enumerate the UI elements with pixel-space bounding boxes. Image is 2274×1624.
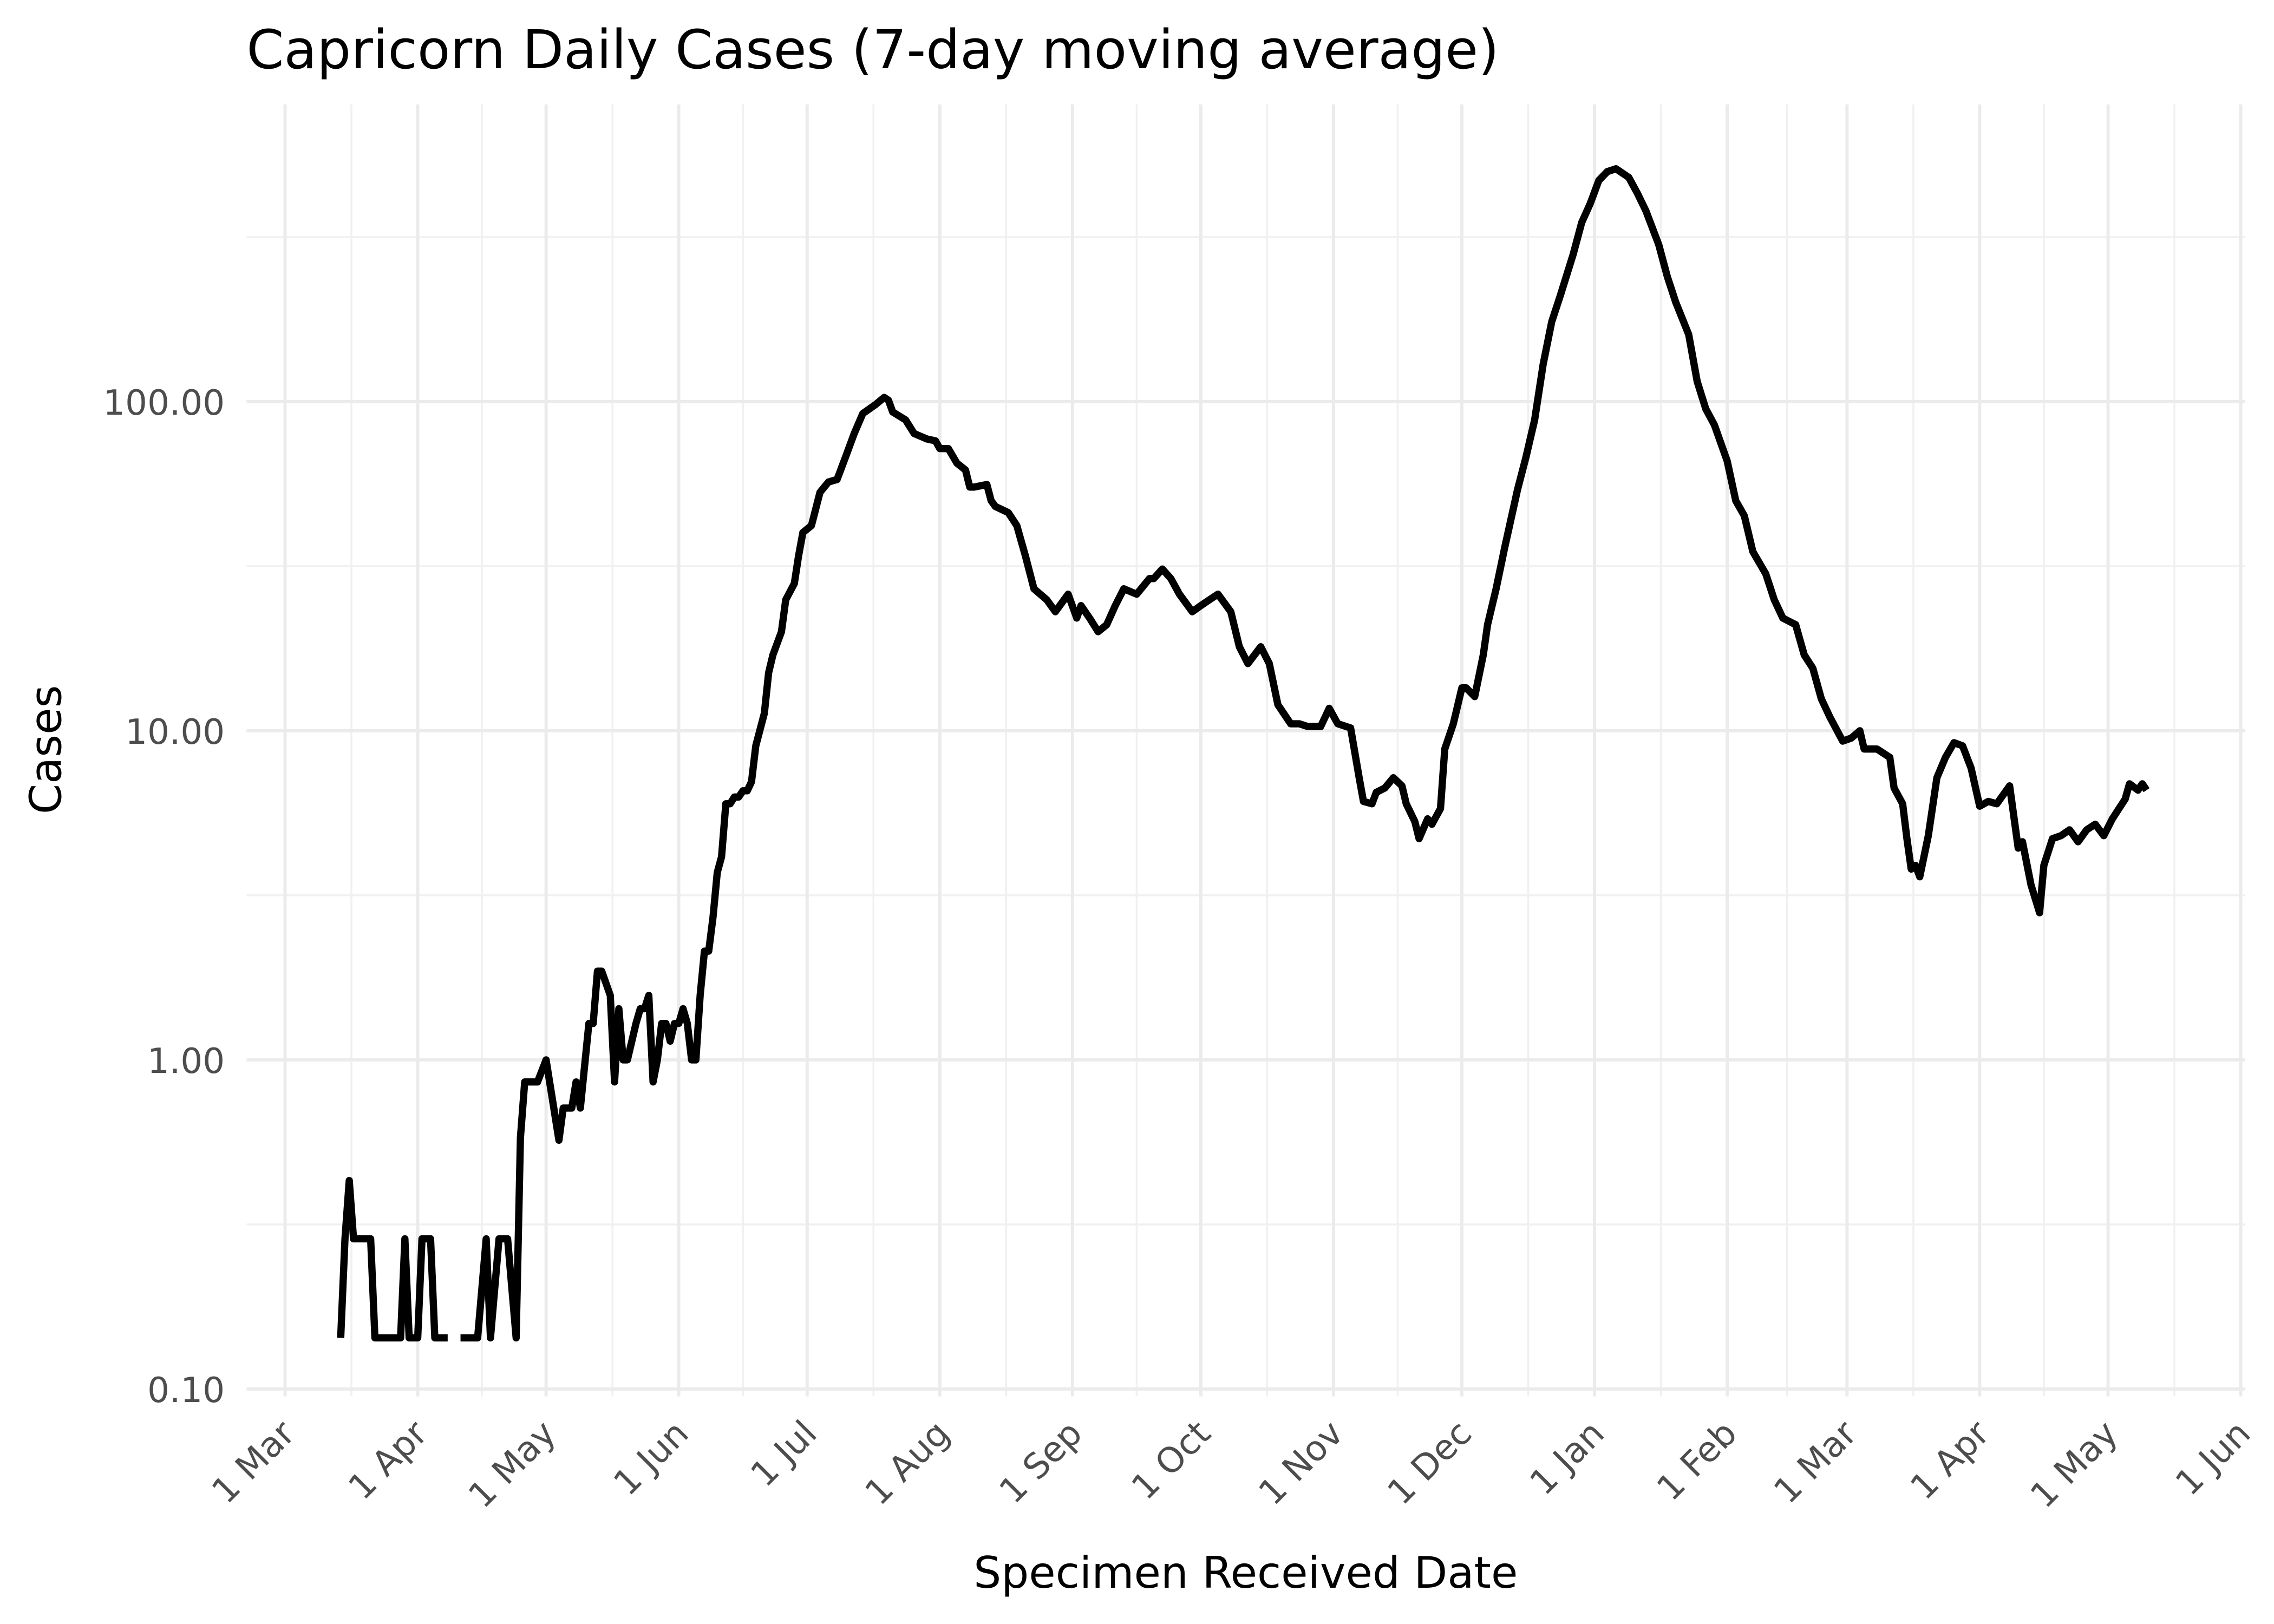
data-line bbox=[337, 165, 2150, 1342]
plot-area bbox=[337, 165, 2150, 1342]
x-tick-label: 1 Jun bbox=[606, 1413, 696, 1503]
axis-labels: 1 Mar 1 Apr 1 May 1 Jun 1 Jul 1 Aug 1 Sep 1 Oct… bbox=[103, 383, 2258, 1516]
x-tick-label: 1 Apr bbox=[341, 1413, 435, 1508]
x-tick-label: 1 Dec bbox=[1380, 1413, 1479, 1512]
y-tick-label: 100.00 bbox=[103, 383, 225, 423]
x-tick-label: 1 Oct bbox=[1124, 1413, 1219, 1508]
x-tick-label: 1 Aug bbox=[857, 1413, 957, 1513]
x-tick-label: 1 Mar bbox=[204, 1413, 303, 1512]
x-tick-label: 1 Jan bbox=[1522, 1413, 1612, 1503]
y-tick-label: 10.00 bbox=[125, 712, 225, 752]
y-axis-title: Cases bbox=[21, 685, 71, 814]
y-tick-label: 0.10 bbox=[147, 1370, 225, 1411]
grid bbox=[246, 104, 2245, 1397]
x-tick-label: 1 Sep bbox=[991, 1413, 1090, 1511]
chart-title: Capricorn Daily Cases (7-day moving aver… bbox=[246, 19, 1499, 81]
x-tick-label: 1 May bbox=[2023, 1413, 2126, 1516]
x-tick-label: 1 Nov bbox=[1251, 1413, 1351, 1513]
x-tick-label: 1 Mar bbox=[1766, 1413, 1865, 1512]
x-tick-label: 1 Feb bbox=[1649, 1413, 1745, 1509]
x-tick-label: 1 May bbox=[461, 1413, 564, 1516]
x-tick-label: 1 Jun bbox=[2168, 1413, 2258, 1503]
x-tick-label: 1 Jul bbox=[743, 1413, 825, 1495]
x-tick-label: 1 Apr bbox=[1903, 1413, 1997, 1508]
y-tick-label: 1.00 bbox=[147, 1041, 225, 1082]
x-axis-title: Specimen Received Date bbox=[973, 1547, 1518, 1598]
